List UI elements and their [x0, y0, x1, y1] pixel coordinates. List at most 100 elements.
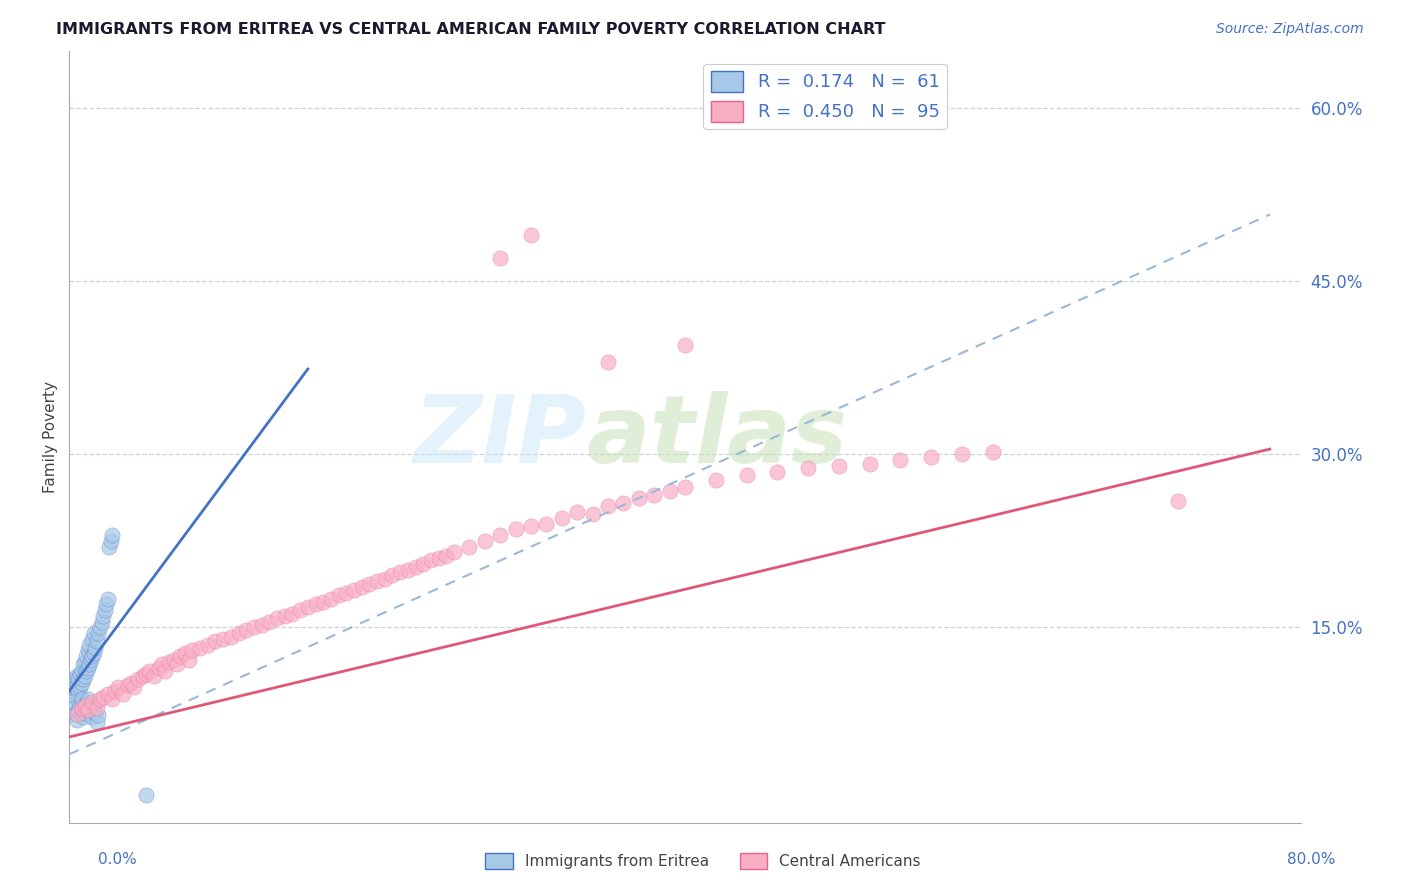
- Point: [212, 632, 235, 646]
- Point: [188, 641, 211, 656]
- Point: [65, 690, 87, 704]
- Point: [228, 626, 250, 640]
- Point: [474, 533, 496, 548]
- Point: [86, 701, 108, 715]
- Point: [67, 683, 90, 698]
- Point: [77, 638, 100, 652]
- Point: [274, 608, 297, 623]
- Point: [259, 615, 281, 629]
- Point: [83, 626, 105, 640]
- Point: [84, 706, 107, 720]
- Point: [82, 649, 104, 664]
- Point: [86, 634, 108, 648]
- Point: [76, 661, 98, 675]
- Point: [434, 549, 457, 563]
- Point: [67, 673, 90, 687]
- Point: [950, 447, 973, 461]
- Point: [77, 703, 100, 717]
- Point: [138, 664, 160, 678]
- Point: [197, 638, 219, 652]
- Point: [65, 681, 87, 695]
- Point: [596, 500, 619, 514]
- Point: [297, 599, 319, 614]
- Point: [66, 706, 89, 721]
- Point: [93, 603, 115, 617]
- Point: [76, 692, 98, 706]
- Point: [596, 355, 619, 369]
- Point: [128, 673, 150, 687]
- Point: [73, 698, 96, 713]
- Point: [766, 465, 789, 479]
- Point: [828, 458, 851, 473]
- Point: [889, 453, 911, 467]
- Point: [551, 511, 574, 525]
- Point: [288, 603, 311, 617]
- Point: [72, 657, 94, 672]
- Text: ZIP: ZIP: [413, 391, 586, 483]
- Point: [76, 703, 98, 717]
- Point: [96, 597, 118, 611]
- Point: [120, 675, 142, 690]
- Point: [67, 703, 90, 717]
- Point: [80, 698, 103, 713]
- Point: [627, 491, 650, 506]
- Point: [104, 683, 127, 698]
- Point: [77, 657, 100, 672]
- Point: [100, 533, 122, 548]
- Point: [173, 646, 195, 660]
- Point: [458, 540, 481, 554]
- Point: [350, 580, 373, 594]
- Point: [266, 611, 288, 625]
- Point: [86, 714, 108, 729]
- Point: [1166, 493, 1188, 508]
- Point: [443, 545, 465, 559]
- Point: [169, 649, 191, 664]
- Point: [72, 673, 94, 687]
- Point: [204, 634, 226, 648]
- Point: [304, 597, 326, 611]
- Point: [82, 695, 104, 709]
- Point: [381, 568, 404, 582]
- Point: [122, 681, 145, 695]
- Point: [489, 252, 512, 266]
- Point: [981, 445, 1004, 459]
- Point: [75, 697, 97, 711]
- Point: [235, 623, 257, 637]
- Point: [735, 468, 758, 483]
- Point: [69, 666, 91, 681]
- Point: [90, 615, 112, 629]
- Legend: R =  0.174   N =  61, R =  0.450   N =  95: R = 0.174 N = 61, R = 0.450 N = 95: [703, 63, 946, 128]
- Point: [359, 576, 381, 591]
- Point: [153, 664, 176, 678]
- Point: [567, 505, 589, 519]
- Point: [219, 630, 242, 644]
- Point: [181, 643, 204, 657]
- Point: [366, 574, 388, 589]
- Point: [87, 626, 110, 640]
- Point: [91, 690, 114, 704]
- Point: [148, 661, 170, 675]
- Point: [97, 591, 120, 606]
- Point: [60, 678, 83, 692]
- Point: [73, 669, 96, 683]
- Text: 80.0%: 80.0%: [1288, 852, 1336, 867]
- Point: [83, 701, 105, 715]
- Point: [73, 655, 96, 669]
- Point: [72, 710, 94, 724]
- Point: [157, 655, 180, 669]
- Point: [80, 653, 103, 667]
- Point: [69, 698, 91, 713]
- Point: [112, 687, 135, 701]
- Point: [704, 473, 727, 487]
- Point: [396, 563, 419, 577]
- Point: [612, 496, 634, 510]
- Point: [75, 649, 97, 664]
- Point: [859, 457, 882, 471]
- Point: [65, 706, 87, 721]
- Text: 0.0%: 0.0%: [98, 852, 138, 867]
- Point: [673, 480, 696, 494]
- Point: [250, 618, 273, 632]
- Point: [581, 508, 603, 522]
- Text: atlas: atlas: [586, 391, 848, 483]
- Point: [281, 607, 304, 621]
